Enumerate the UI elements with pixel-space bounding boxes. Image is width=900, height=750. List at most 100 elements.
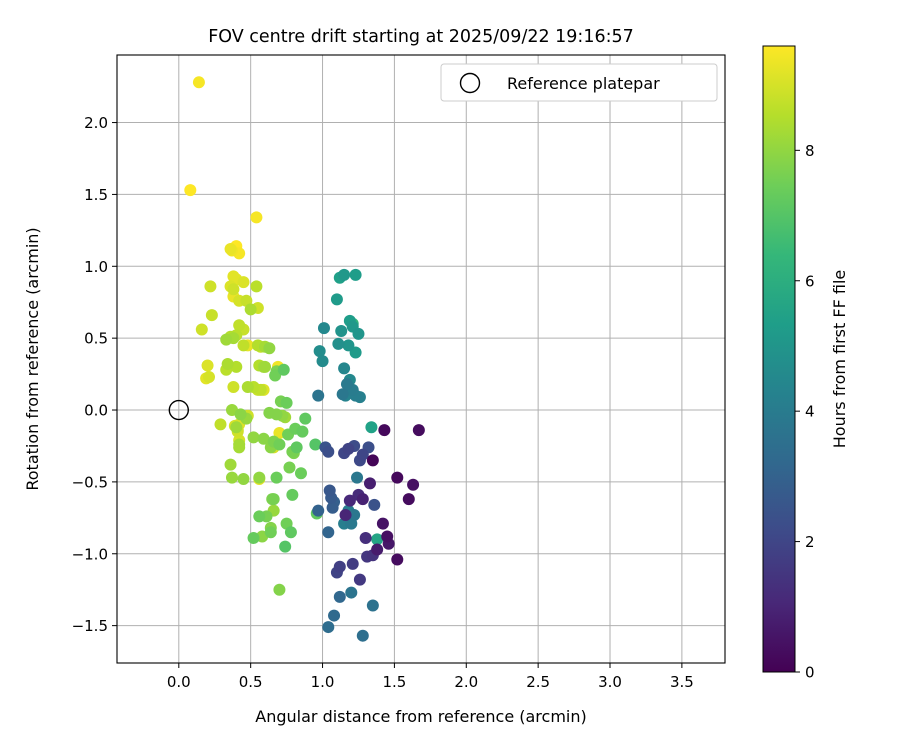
data-point — [270, 408, 283, 421]
data-point — [345, 586, 358, 599]
data-point — [342, 442, 355, 455]
data-point — [290, 441, 303, 454]
data-point — [227, 381, 240, 394]
data-point — [349, 268, 362, 281]
data-point — [237, 473, 250, 486]
data-point — [365, 421, 378, 434]
data-point — [312, 504, 325, 517]
colorbar-tick-label: 2 — [805, 533, 815, 551]
data-point — [322, 621, 335, 634]
data-point — [359, 531, 372, 544]
data-point — [348, 508, 361, 521]
legend-reference-icon — [459, 72, 481, 94]
data-point — [312, 389, 325, 402]
data-point — [225, 471, 238, 484]
y-tick-label: 0.0 — [84, 402, 108, 420]
data-point — [234, 408, 247, 421]
data-points — [184, 76, 425, 642]
plot-frame — [116, 54, 726, 664]
x-tick-label: 1.5 — [382, 673, 406, 691]
data-point — [323, 484, 336, 497]
x-tick-label: 1.0 — [311, 673, 335, 691]
data-point — [250, 280, 263, 293]
data-point — [322, 526, 335, 539]
data-point — [192, 76, 205, 89]
data-point — [299, 412, 312, 425]
x-tick-label: 3.5 — [670, 673, 694, 691]
data-point — [343, 494, 356, 507]
data-point — [381, 530, 394, 543]
data-point — [338, 268, 351, 281]
data-point — [220, 333, 233, 346]
data-point — [286, 488, 299, 501]
legend[interactable]: Reference platepar — [440, 63, 718, 102]
data-point — [205, 309, 218, 322]
data-point — [204, 280, 217, 293]
colorbar-gradient — [762, 45, 796, 673]
data-point — [267, 493, 280, 506]
data-point — [340, 378, 353, 391]
data-point — [356, 448, 369, 461]
data-point — [224, 458, 237, 471]
data-point — [336, 388, 349, 401]
data-point — [353, 573, 366, 586]
data-point — [407, 478, 420, 491]
data-point — [221, 358, 234, 371]
data-point — [333, 560, 346, 573]
data-point — [309, 438, 322, 451]
data-point — [322, 445, 335, 458]
data-point — [363, 477, 376, 490]
data-point — [356, 629, 369, 642]
data-point — [264, 526, 277, 539]
data-point — [402, 493, 415, 506]
legend-box — [440, 63, 718, 102]
data-point — [346, 557, 359, 570]
data-point — [296, 425, 309, 438]
colorbar: 0 2 4 6 8 Hours from first FF file — [762, 45, 849, 682]
y-tick-label: −1.0 — [72, 545, 108, 563]
data-point — [342, 339, 355, 352]
x-tick-label: 0.0 — [167, 673, 191, 691]
data-point — [330, 293, 343, 306]
data-point — [195, 323, 208, 336]
data-point — [284, 526, 297, 539]
data-point — [184, 184, 197, 197]
data-point — [317, 322, 330, 335]
data-point — [356, 493, 369, 506]
data-point — [366, 599, 379, 612]
data-point — [237, 339, 250, 352]
colorbar-tick-label: 6 — [805, 272, 815, 290]
y-tick-label: 0.5 — [84, 330, 108, 348]
x-axis-ticks: 0.0 0.5 1.0 1.5 2.0 2.5 3.0 3.5 — [167, 663, 694, 691]
colorbar-tick-label: 0 — [805, 664, 815, 682]
data-point — [283, 461, 296, 474]
data-point — [339, 508, 352, 521]
data-point — [277, 363, 290, 376]
data-point — [338, 362, 351, 375]
data-point — [247, 431, 260, 444]
y-axis-ticks: −1.5 −1.0 −0.5 0.0 0.5 1.0 1.5 2.0 — [72, 114, 117, 635]
data-point — [233, 438, 246, 451]
data-point — [214, 418, 227, 431]
data-point — [376, 517, 389, 530]
legend-entry-label: Reference platepar — [507, 74, 660, 93]
x-tick-label: 3.0 — [598, 673, 622, 691]
data-point — [391, 471, 404, 484]
y-tick-label: 1.5 — [84, 186, 108, 204]
data-point — [326, 501, 339, 514]
x-axis-label: Angular distance from reference (arcmin) — [255, 707, 586, 726]
x-tick-label: 2.0 — [454, 673, 478, 691]
data-point — [259, 360, 272, 373]
data-point — [270, 471, 283, 484]
data-point — [202, 370, 215, 383]
data-point — [352, 327, 365, 340]
y-tick-label: −1.5 — [72, 617, 108, 635]
data-point — [269, 369, 282, 382]
data-point — [253, 510, 266, 523]
data-point — [294, 467, 307, 480]
y-tick-label: 1.0 — [84, 258, 108, 276]
data-point — [230, 421, 243, 434]
data-point — [273, 438, 286, 451]
data-point — [366, 454, 379, 467]
chart-title: FOV centre drift starting at 2025/09/22 … — [208, 27, 634, 47]
